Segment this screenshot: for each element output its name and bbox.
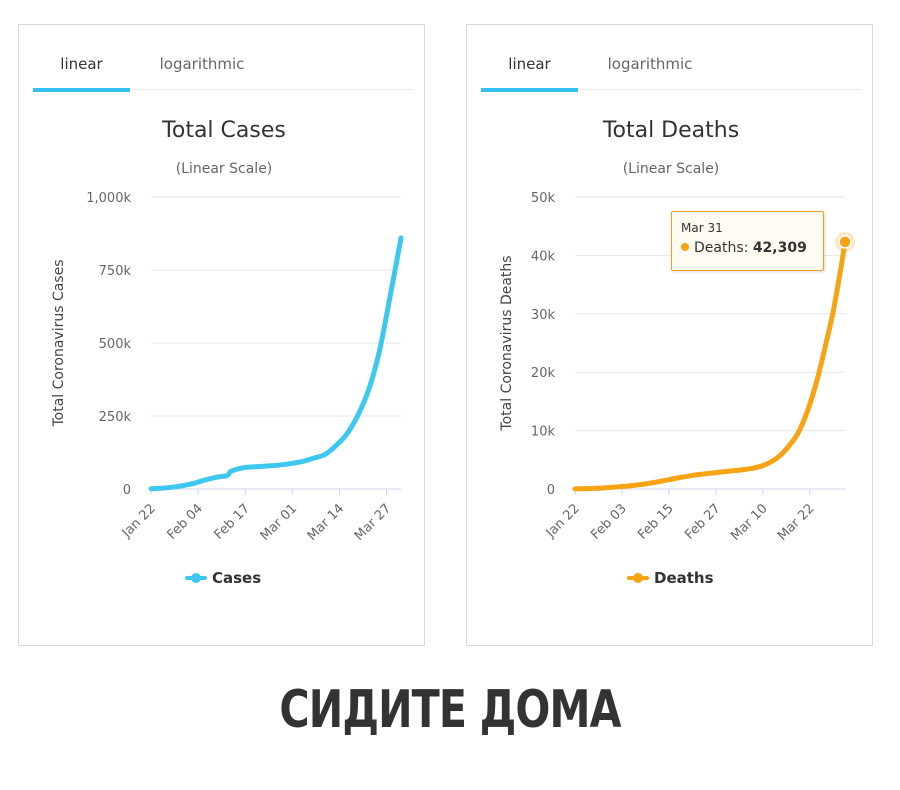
series-line-deaths bbox=[572, 239, 848, 492]
chart-subtitle: (Linear Scale) bbox=[623, 161, 720, 177]
tooltip-value: 42,309 bbox=[752, 240, 807, 256]
deaths-chart: Total Deaths (Linear Scale) 0 10k 20k 30k 40k 5… bbox=[499, 118, 855, 587]
y-axis-label: Total Coronavirus Cases bbox=[51, 259, 67, 427]
y-axis-label: Total Coronavirus Deaths bbox=[499, 255, 515, 431]
chart-title: Total Deaths bbox=[602, 118, 739, 143]
y-tick-label: 30k bbox=[531, 308, 556, 323]
x-tick-label: Feb 27 bbox=[682, 501, 724, 543]
x-tick-label: Mar 22 bbox=[775, 501, 818, 544]
y-tick-label: 0 bbox=[547, 483, 555, 498]
cases-chart-panel: linear logarithmic Total Cases (Linear Sc… bbox=[18, 24, 425, 646]
active-tab-indicator bbox=[33, 88, 130, 92]
x-tick-label: Mar 10 bbox=[728, 501, 771, 544]
x-tick-label: Feb 17 bbox=[212, 501, 254, 543]
y-tick-label: 10k bbox=[531, 425, 556, 440]
x-tick-label: Jan 22 bbox=[543, 501, 583, 541]
legend-label: Deaths bbox=[654, 569, 714, 587]
y-tick-label: 50k bbox=[531, 191, 556, 206]
tooltip-series-dot bbox=[681, 243, 689, 251]
data-point-marker bbox=[838, 235, 852, 249]
y-tick-label: 250k bbox=[99, 410, 132, 425]
cases-chart: Total Cases (Linear Scale) 0 250k 500k 750k 1,… bbox=[51, 118, 404, 587]
deaths-chart-panel: linear logarithmic Total Deaths (Linear S… bbox=[466, 24, 873, 646]
active-tab-indicator bbox=[481, 88, 578, 92]
tab-logarithmic[interactable]: logarithmic bbox=[159, 55, 245, 73]
y-tick-label: 0 bbox=[123, 483, 131, 498]
tab-linear[interactable]: linear bbox=[508, 55, 551, 73]
y-tick-label: 750k bbox=[99, 264, 132, 279]
tooltip-row: Deaths: 42,309 bbox=[681, 240, 807, 256]
y-tick-label: 20k bbox=[531, 366, 556, 381]
x-tick-label: Jan 22 bbox=[119, 501, 159, 541]
legend-swatch-dot bbox=[633, 573, 643, 583]
tooltip-date: Mar 31 bbox=[681, 221, 723, 235]
scale-tabs: linear logarithmic bbox=[481, 25, 861, 92]
tab-linear[interactable]: linear bbox=[60, 55, 103, 73]
scale-tabs: linear logarithmic bbox=[33, 25, 413, 92]
legend-label: Cases bbox=[212, 569, 261, 587]
chart-subtitle: (Linear Scale) bbox=[176, 161, 273, 177]
x-tick-label: Feb 03 bbox=[588, 501, 630, 543]
x-tick-label: Mar 14 bbox=[305, 501, 348, 544]
tab-logarithmic[interactable]: logarithmic bbox=[607, 55, 693, 73]
tooltip-label: Deaths: bbox=[694, 240, 749, 256]
y-tick-label: 500k bbox=[99, 337, 132, 352]
x-tick-label: Mar 01 bbox=[258, 501, 301, 544]
y-tick-label: 1,000k bbox=[86, 191, 131, 206]
x-tick-label: Feb 04 bbox=[164, 501, 206, 543]
x-tick-label: Feb 15 bbox=[635, 501, 677, 543]
series-line-cases bbox=[148, 235, 404, 492]
caption-text: СИДИТЕ ДОМА bbox=[279, 680, 621, 740]
legend-swatch-dot bbox=[191, 573, 201, 583]
x-tick-label: Mar 27 bbox=[352, 501, 395, 544]
y-tick-label: 40k bbox=[531, 249, 556, 264]
data-tooltip: Mar 31 Deaths: 42,309 bbox=[671, 211, 824, 271]
chart-title: Total Cases bbox=[161, 118, 286, 143]
